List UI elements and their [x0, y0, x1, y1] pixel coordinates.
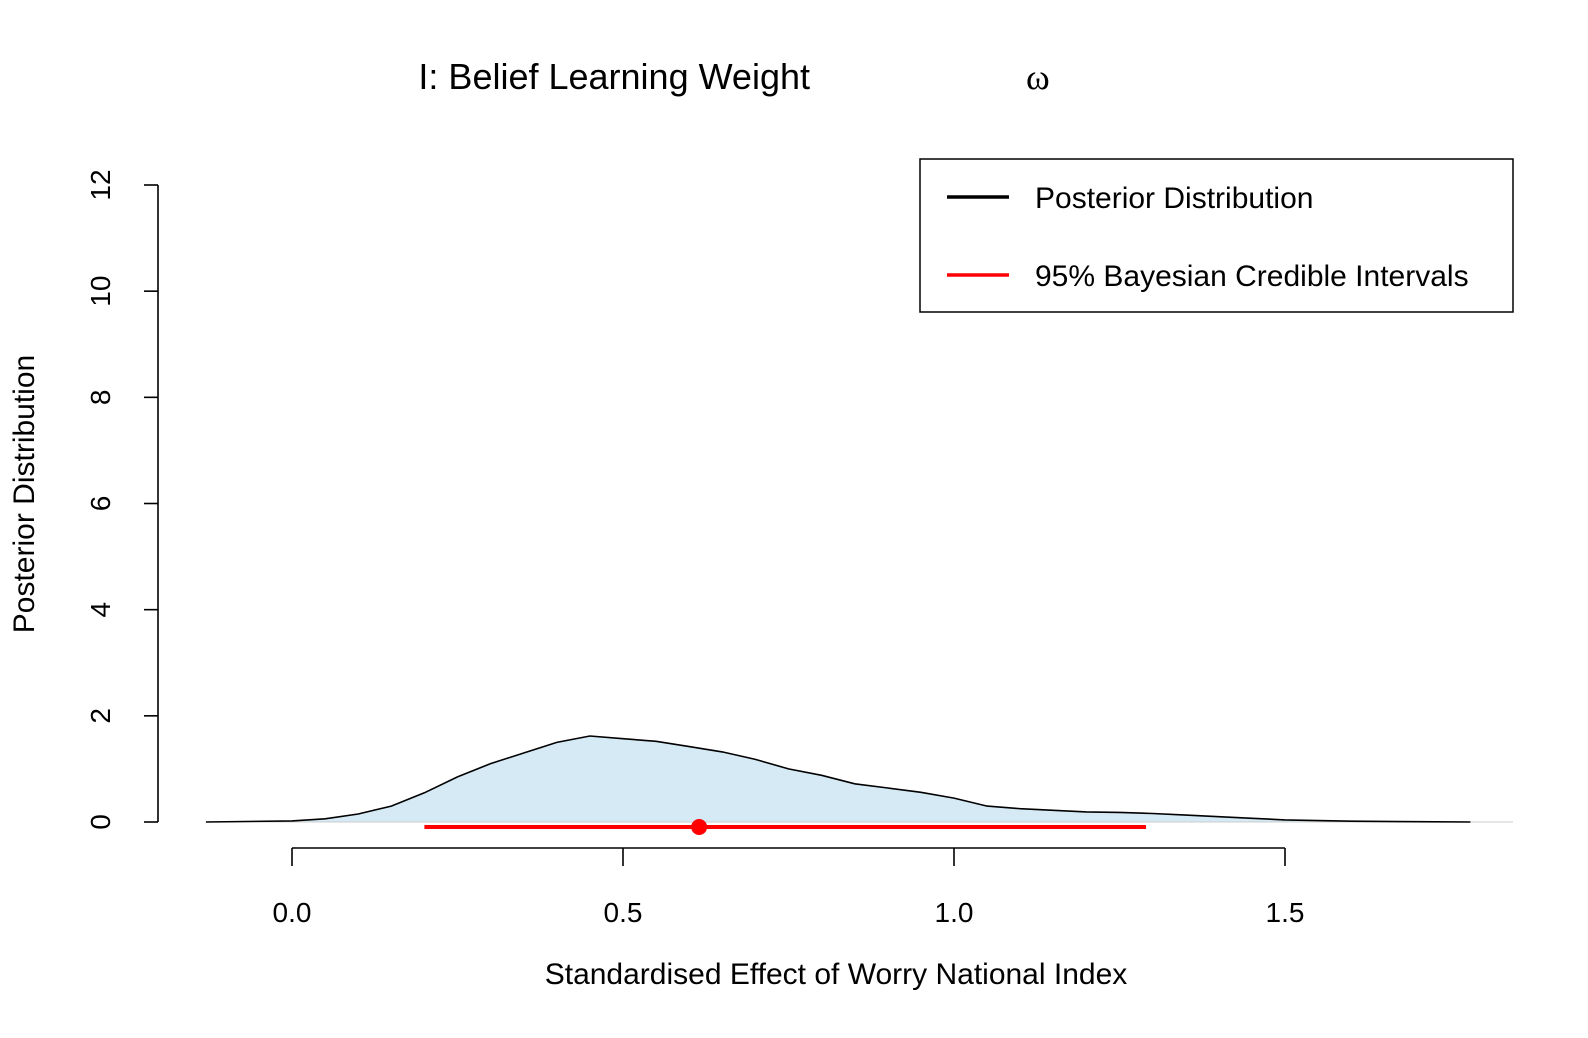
credible-interval-point [691, 819, 708, 835]
y-tick-label: 6 [85, 496, 116, 512]
y-tick-label: 2 [85, 708, 116, 724]
x-tick-label: 0.0 [273, 897, 312, 928]
y-tick-label: 8 [85, 390, 116, 406]
legend: Posterior Distribution 95% Bayesian Cred… [919, 158, 1514, 313]
y-axis: 0 2 4 6 8 10 12 [85, 169, 159, 830]
legend-label-interval: 95% Bayesian Credible Intervals [1035, 260, 1469, 293]
y-tick-label: 12 [85, 169, 116, 200]
y-tick-label: 4 [85, 602, 116, 618]
legend-box [919, 158, 1514, 313]
x-tick-label: 1.0 [935, 897, 974, 928]
posterior-density-line [205, 735, 1471, 823]
chart-title-symbol: ω [1026, 57, 1050, 97]
x-axis-label: Standardised Effect of Worry National In… [545, 958, 1128, 991]
chart-title: I: Belief Learning Weight [418, 56, 810, 97]
y-axis-label: Posterior Distribution [8, 355, 41, 633]
x-tick-label: 1.5 [1266, 897, 1305, 928]
x-axis: 0.0 0.5 1.0 1.5 [273, 847, 1305, 928]
legend-label-posterior: Posterior Distribution [1035, 182, 1313, 215]
y-tick-label: 0 [85, 814, 116, 830]
density-area [205, 736, 1471, 822]
y-tick-label: 10 [85, 276, 116, 307]
x-tick-label: 0.5 [604, 897, 643, 928]
